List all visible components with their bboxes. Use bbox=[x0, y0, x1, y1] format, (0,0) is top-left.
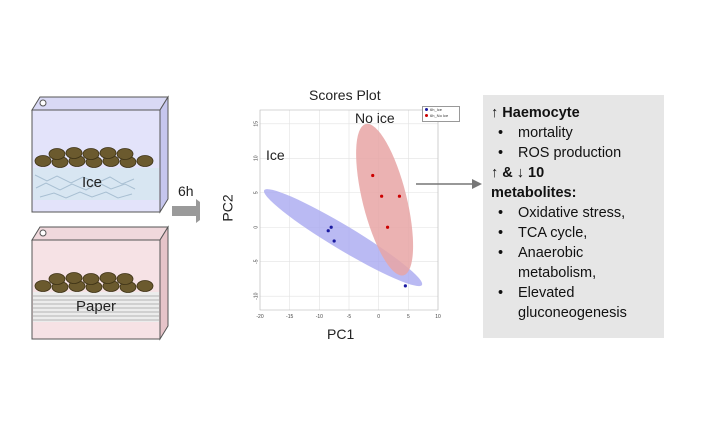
list-item: ROS production bbox=[491, 143, 658, 163]
no-ice-ellipse bbox=[356, 123, 414, 276]
x-tick-label: 0 bbox=[377, 314, 380, 320]
x-tick-label: 10 bbox=[435, 314, 441, 320]
duration-label: 6h bbox=[178, 183, 194, 199]
summary-heading-metabolites: ↑ & ↓ 10 bbox=[491, 165, 545, 181]
metabolites-list: Oxidative stress, TCA cycle, Anaerobic m… bbox=[491, 203, 658, 323]
y-tick-label: 10 bbox=[254, 155, 260, 161]
x-tick-label: -20 bbox=[256, 314, 263, 320]
legend-marker-ice bbox=[425, 108, 428, 111]
summary-heading-haemocyte: ↑ Haemocyte bbox=[491, 105, 580, 121]
ice-data-point bbox=[332, 239, 336, 243]
list-item: Anaerobic metabolism, bbox=[491, 243, 658, 283]
plot-legend: 6h_Ice 6h_No Ice bbox=[422, 106, 460, 122]
x-tick-label: -10 bbox=[316, 314, 323, 320]
no-ice-data-point bbox=[371, 173, 375, 178]
y-tick-label: 0 bbox=[254, 226, 260, 229]
legend-entry-no-ice: 6h_No Ice bbox=[430, 113, 449, 118]
paper-label: Paper bbox=[76, 298, 117, 315]
ice-data-point bbox=[329, 225, 333, 229]
group-label-no-ice: No ice bbox=[355, 110, 395, 126]
summary-box: ↑ Haemocyte mortality ROS production ↑ &… bbox=[483, 95, 664, 338]
x-tick-label: -15 bbox=[286, 314, 293, 320]
ice-ellipse bbox=[263, 189, 423, 287]
list-item: mortality bbox=[491, 123, 658, 143]
x-tick-label: 5 bbox=[407, 314, 410, 320]
list-item: Elevated gluconeogenesis bbox=[491, 283, 658, 323]
plot-frame bbox=[259, 109, 439, 311]
x-tick-label: -5 bbox=[347, 314, 352, 320]
ice-data-point bbox=[326, 229, 330, 233]
pointer-arrow bbox=[416, 179, 482, 189]
y-tick-label: -5 bbox=[254, 259, 260, 264]
ice-data-point bbox=[403, 284, 407, 288]
no-ice-data-point bbox=[385, 225, 390, 229]
list-item: TCA cycle, bbox=[491, 223, 658, 243]
x-axis-label: PC1 bbox=[327, 326, 355, 342]
ice-container bbox=[31, 95, 200, 341]
legend-marker-no-ice bbox=[425, 114, 428, 117]
no-ice-data-point bbox=[397, 194, 402, 198]
list-item: Oxidative stress, bbox=[491, 203, 658, 223]
legend-entry-ice: 6h_Ice bbox=[430, 107, 443, 112]
summary-heading-metabolites-2: metabolites: bbox=[491, 185, 577, 201]
ice-label: Ice bbox=[82, 174, 103, 191]
haemocyte-list: mortality ROS production bbox=[491, 123, 658, 163]
no-ice-data-point bbox=[380, 194, 384, 198]
y-tick-label: 15 bbox=[254, 121, 260, 127]
plot-title: Scores Plot bbox=[309, 87, 381, 103]
scores-plot: -20 -15 -10 -5 0 5 10 15 10 5 0 -5 -10 bbox=[244, 104, 444, 324]
group-label-ice: Ice bbox=[266, 147, 285, 163]
y-axis-label: PC2 bbox=[219, 194, 236, 222]
y-tick-label: -10 bbox=[254, 292, 260, 299]
y-tick-label: 5 bbox=[254, 191, 260, 194]
